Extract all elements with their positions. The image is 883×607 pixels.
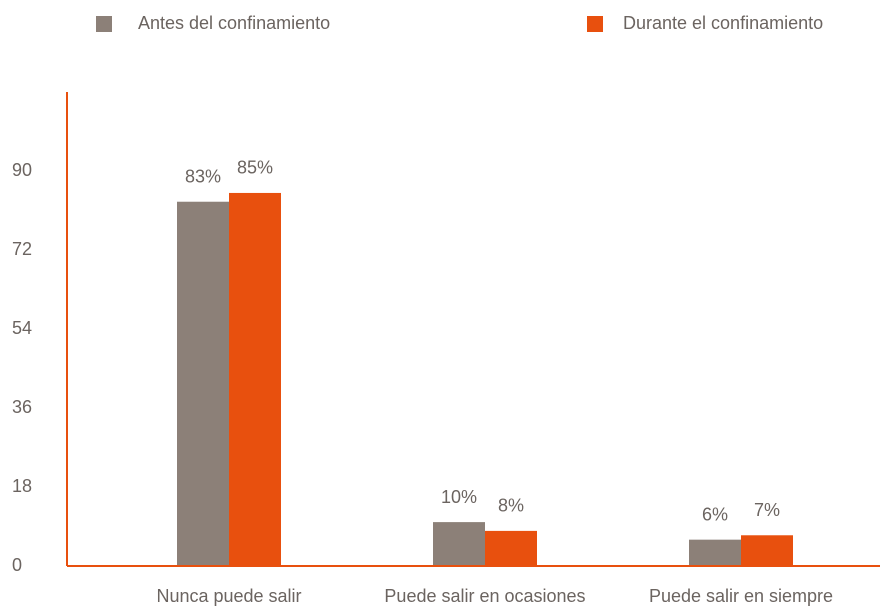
legend-swatch — [587, 16, 603, 32]
y-tick-label: 72 — [12, 239, 32, 259]
bar — [433, 522, 485, 566]
y-tick-label: 36 — [12, 397, 32, 417]
value-label: 10% — [441, 487, 477, 507]
value-label: 6% — [702, 504, 728, 524]
legend-label: Durante el confinamiento — [623, 13, 823, 33]
bar — [485, 530, 537, 566]
x-tick-label: Puede salir en ocasiones — [384, 586, 585, 606]
bar — [229, 192, 281, 566]
value-label: 85% — [237, 158, 273, 178]
legend-swatch — [96, 16, 112, 32]
y-tick-label: 0 — [12, 555, 22, 575]
x-tick-label: Nunca puede salir — [156, 586, 301, 606]
bar — [177, 201, 229, 566]
x-tick-label: Puede salir en siempre — [649, 586, 833, 606]
bar — [741, 535, 793, 566]
y-tick-label: 54 — [12, 318, 32, 338]
y-tick-label: 90 — [12, 160, 32, 180]
value-label: 7% — [754, 500, 780, 520]
y-tick-label: 18 — [12, 476, 32, 496]
legend-label: Antes del confinamiento — [138, 13, 330, 33]
value-label: 83% — [185, 166, 221, 186]
bar — [689, 539, 741, 566]
value-label: 8% — [498, 496, 524, 516]
